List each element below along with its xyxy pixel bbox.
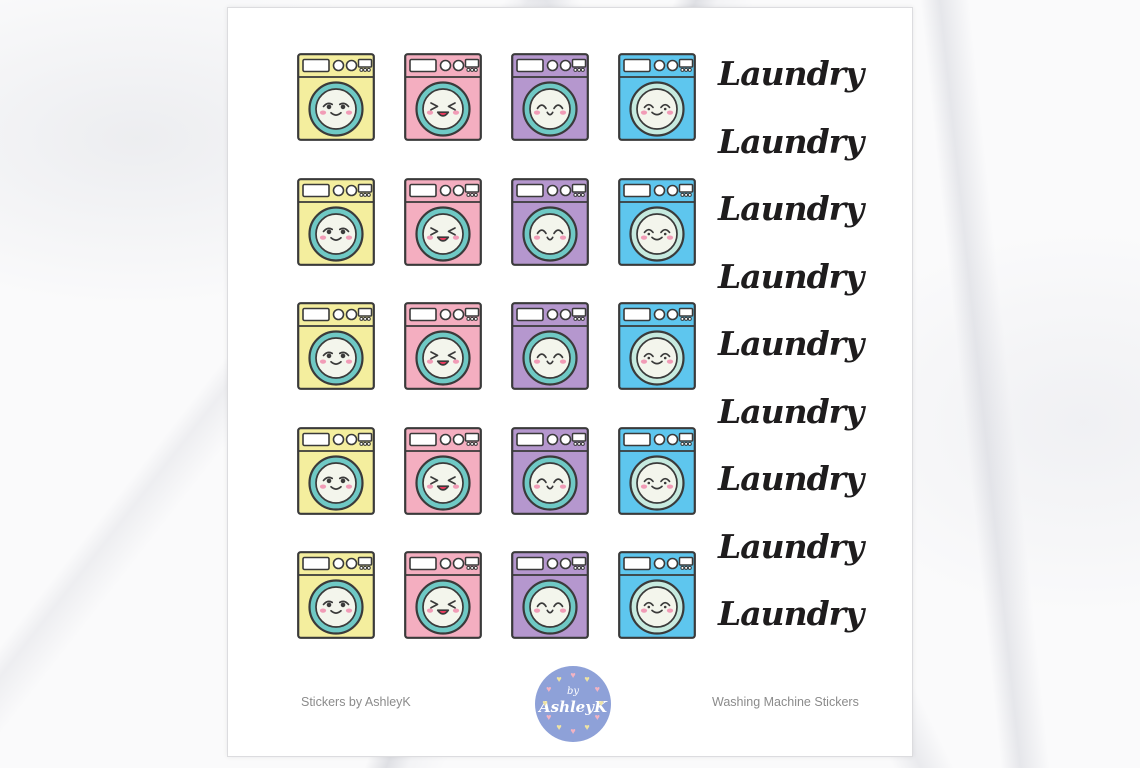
washing-machine-sticker-blue bbox=[618, 53, 696, 141]
sticker-sheet: Laundry Laundry Laundry Laundry Laundry Laund… bbox=[227, 7, 913, 757]
side-glance-smile-icon bbox=[297, 53, 375, 141]
happy-arc-eyes-open-mouth-icon bbox=[511, 53, 589, 141]
logo-word-by: by bbox=[566, 686, 580, 697]
heart-icon: ♥ bbox=[556, 673, 562, 684]
side-glance-smile-icon bbox=[297, 177, 375, 266]
washing-machine-sticker-pink bbox=[404, 53, 482, 141]
content-closed-eyes-smile-icon bbox=[618, 302, 696, 390]
happy-arc-eyes-open-mouth-icon bbox=[511, 302, 589, 390]
right-caption: Washing Machine Stickers bbox=[712, 695, 859, 709]
washing-machine-sticker-purple bbox=[511, 177, 589, 266]
heart-icon: ♥ bbox=[598, 698, 604, 708]
heart-icon: ♥ bbox=[556, 722, 562, 733]
side-glance-smile-icon bbox=[297, 426, 375, 515]
washing-machine-sticker-purple bbox=[511, 302, 589, 390]
side-glance-smile-icon bbox=[297, 551, 375, 639]
washing-machine-sticker-yellow bbox=[297, 426, 375, 515]
heart-icon: ♥ bbox=[594, 712, 600, 722]
brand-logo: by AshleyK ♥ ♥ ♥ ♥ ♥ ♥ ♥ ♥ ♥ ♥ ♥ ♥ bbox=[535, 666, 611, 742]
washing-machine-sticker-yellow bbox=[297, 53, 375, 141]
washing-machine-sticker-yellow bbox=[297, 551, 375, 639]
washing-machine-sticker-yellow bbox=[297, 177, 375, 266]
content-closed-eyes-smile-icon bbox=[618, 551, 696, 639]
laundry-word-sticker: Laundry bbox=[718, 324, 864, 363]
heart-icon: ♥ bbox=[594, 684, 600, 694]
washing-machine-sticker-blue bbox=[618, 551, 696, 639]
laundry-word-sticker: Laundry bbox=[718, 594, 864, 633]
washing-machine-sticker-purple bbox=[511, 426, 589, 515]
content-closed-eyes-smile-icon bbox=[618, 426, 696, 515]
washing-machine-sticker-blue bbox=[618, 177, 696, 266]
washing-machine-sticker-pink bbox=[404, 551, 482, 639]
heart-icon: ♥ bbox=[584, 673, 590, 684]
heart-icon: ♥ bbox=[570, 726, 576, 736]
laughing-closed-eyes-icon bbox=[404, 426, 482, 515]
heart-icon: ♥ bbox=[570, 670, 576, 680]
laughing-closed-eyes-icon bbox=[404, 177, 482, 266]
laughing-closed-eyes-icon bbox=[404, 302, 482, 390]
washing-machine-sticker-purple bbox=[511, 53, 589, 141]
washing-machine-sticker-purple bbox=[511, 551, 589, 639]
laundry-word-sticker: Laundry bbox=[718, 459, 864, 498]
happy-arc-eyes-open-mouth-icon bbox=[511, 177, 589, 266]
laughing-closed-eyes-icon bbox=[404, 53, 482, 141]
washing-machine-sticker-blue bbox=[618, 302, 696, 390]
left-caption: Stickers by AshleyK bbox=[301, 695, 411, 709]
laundry-word-sticker: Laundry bbox=[718, 526, 864, 566]
heart-icon: ♥ bbox=[546, 684, 552, 694]
laundry-word-sticker: Laundry bbox=[718, 391, 864, 431]
heart-icon: ♥ bbox=[542, 698, 548, 708]
washing-machine-sticker-blue bbox=[618, 426, 696, 515]
washing-machine-sticker-pink bbox=[404, 426, 482, 515]
logo-word-ashleyk: AshleyK bbox=[539, 698, 607, 716]
laundry-word-sticker: Laundry bbox=[718, 54, 864, 93]
laughing-closed-eyes-icon bbox=[404, 551, 482, 639]
washing-machine-sticker-pink bbox=[404, 302, 482, 390]
laundry-word-sticker: Laundry bbox=[718, 121, 864, 161]
washing-machine-sticker-yellow bbox=[297, 302, 375, 390]
laundry-word-sticker: Laundry bbox=[718, 189, 864, 228]
heart-icon: ♥ bbox=[546, 712, 552, 722]
side-glance-smile-icon bbox=[297, 302, 375, 390]
happy-arc-eyes-open-mouth-icon bbox=[511, 426, 589, 515]
washing-machine-sticker-pink bbox=[404, 177, 482, 266]
content-closed-eyes-smile-icon bbox=[618, 53, 696, 141]
content-closed-eyes-smile-icon bbox=[618, 177, 696, 266]
laundry-word-sticker: Laundry bbox=[718, 256, 864, 296]
happy-arc-eyes-open-mouth-icon bbox=[511, 551, 589, 639]
heart-icon: ♥ bbox=[584, 722, 590, 733]
